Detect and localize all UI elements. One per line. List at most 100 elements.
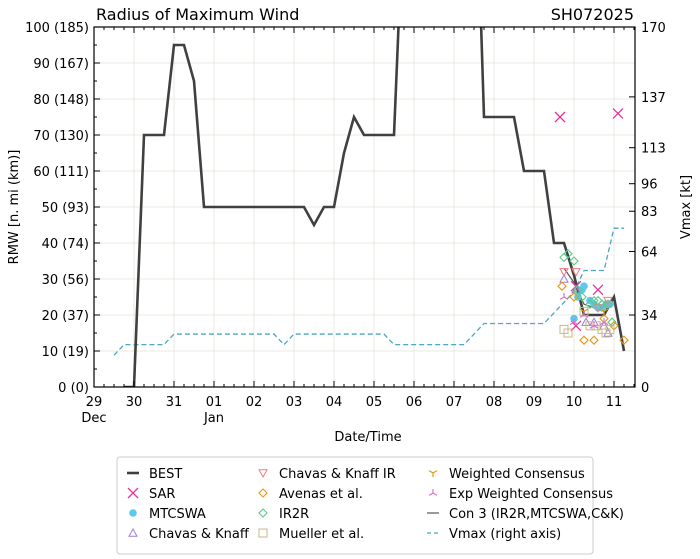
legend-item-best: BEST [127, 467, 182, 482]
x-tick-label: 07 [446, 395, 463, 410]
series-avenas-et-al-point [579, 335, 589, 345]
legend-label: SAR [149, 487, 175, 502]
legend-swatch [129, 509, 137, 517]
series-exp-weighted-consensus-point [579, 311, 589, 318]
series-sar-point [592, 284, 604, 296]
legend-label: BEST [149, 467, 182, 482]
y2-tick-label: 96 [641, 178, 658, 193]
legend-swatch [428, 470, 438, 477]
series-weighted-consensus-point [599, 308, 609, 316]
x-axis-title: Date/Time [334, 430, 401, 445]
x-tick-label: 29 [86, 395, 103, 410]
series-ir2r-point [589, 295, 599, 306]
legend-label: Chavas & Knaff IR [279, 467, 396, 482]
y-tick-label: 0 (0) [58, 381, 89, 396]
legend-swatch [258, 469, 268, 479]
y-tick-label: 10 (19) [42, 345, 89, 360]
legend-swatch [258, 488, 268, 498]
legend-label: Weighted Consensus [449, 467, 585, 482]
legend-label: IR2R [279, 507, 309, 522]
x-tick-label: 02 [246, 395, 263, 410]
legend-label: Con 3 (IR2R,MTCSWA,C&K) [449, 507, 624, 522]
legend-swatch [428, 489, 438, 496]
legend-label: MTCSWA [149, 507, 206, 522]
series-ir2r-point [569, 256, 579, 266]
series-chavas-knaff-ir-point [603, 296, 613, 306]
y2-axis-title: Vmax [kt] [679, 175, 694, 239]
y2-tick-label: 170 [641, 21, 666, 36]
series-vmax-right-axis-line [113, 227, 624, 356]
y2-tick-label: 113 [641, 142, 666, 157]
x-tick-label: 05 [366, 395, 383, 410]
series-chavas-knaff-point [559, 273, 569, 283]
legend-item-weighted-consensus: Weighted Consensus [428, 467, 585, 482]
series-ir2r-point [607, 317, 617, 327]
y-tick-label: 30 (56) [42, 273, 89, 288]
y-tick-label: 20 (37) [42, 309, 89, 324]
series-avenas-et-al-point [569, 292, 579, 302]
y-tick-label: 40 (74) [42, 237, 89, 252]
legend: BEST SAR MTCSWA Chavas & Knaff Chavas & Knaf… [116, 456, 624, 555]
legend-label: Chavas & Knaff [149, 527, 250, 542]
x-tick-sublabel: Dec [81, 411, 106, 426]
legend-item-exp-weighted-consensus: Exp Weighted Consensus [428, 487, 613, 502]
legend-item-ir2r: IR2R [258, 507, 309, 522]
series-sar-point [612, 107, 624, 119]
x-tick-label: 08 [486, 395, 503, 410]
x-tick-label: 31 [166, 395, 183, 410]
y-tick-label: 100 (185) [25, 21, 89, 36]
y2-tick-label: 137 [641, 91, 666, 106]
x-tick-label: 04 [326, 395, 343, 410]
series-avenas-et-al-point [557, 281, 567, 291]
legend-swatch [128, 527, 138, 537]
legend-label: Avenas et al. [279, 487, 363, 502]
x-tick-label: 03 [286, 395, 303, 410]
series-ir2r-point [603, 299, 613, 309]
legend-label: Mueller et al. [279, 527, 364, 542]
series-chavas-knaff-ir-point [559, 268, 569, 277]
y2-tick-label: 83 [641, 205, 658, 220]
y-tick-label: 80 (148) [33, 93, 89, 108]
legend-item-chavas-knaff-ir: Chavas & Knaff IR [258, 467, 396, 482]
legend-item-chavas-knaff: Chavas & Knaff [128, 527, 250, 542]
series-ir2r-point [577, 292, 587, 302]
series-best-line [124, 27, 626, 387]
chart-title-right: SH072025 [551, 5, 634, 24]
legend-swatch [258, 508, 268, 518]
series-chavas-knaff-ir-point [571, 268, 581, 277]
series-avenas-et-al-point [619, 335, 629, 345]
legend-frame [116, 456, 594, 555]
legend-label: Exp Weighted Consensus [449, 487, 613, 502]
series-layer [113, 27, 629, 387]
legend-item-sar: SAR [127, 487, 175, 502]
series-mtcswa-point [606, 300, 614, 309]
y-tick-label: 50 (93) [42, 201, 89, 216]
y-axis-title: RMW [n. mi (km)] [7, 150, 22, 265]
x-tick-sublabel: Jan [203, 411, 224, 426]
legend-item-mtcswa: MTCSWA [129, 507, 206, 522]
y2-tick-label: 64 [641, 245, 658, 260]
y-tick-label: 90 (167) [33, 57, 89, 72]
series-ir2r-point [573, 285, 583, 295]
series-avenas-et-al-point [589, 335, 599, 345]
legend-item-con-3-ir2r-mtcswa-c-k: Con 3 (IR2R,MTCSWA,C&K) [427, 507, 624, 522]
series-exp-weighted-consensus-point [569, 318, 579, 326]
series-mtcswa-point [580, 282, 588, 291]
series-exp-weighted-consensus-point [589, 321, 599, 329]
x-tick-label: 09 [526, 395, 543, 410]
y-tick-label: 70 (130) [33, 129, 89, 144]
x-tick-label: 01 [206, 395, 223, 410]
legend-label: Vmax (right axis) [449, 527, 561, 542]
y-tick-label: 60 (111) [33, 165, 89, 180]
x-tick-label: 11 [606, 395, 623, 410]
chart-title: Radius of Maximum Wind [96, 5, 299, 24]
series-mueller-et-al-point [563, 328, 573, 338]
series-exp-weighted-consensus-point [559, 293, 569, 300]
y2-tick-label: 0 [641, 381, 649, 396]
legend-item-avenas-et-al: Avenas et al. [258, 487, 363, 502]
x-tick-label: 06 [406, 395, 423, 410]
legend-item-vmax-right-axis: Vmax (right axis) [427, 527, 561, 542]
series-sar-point [554, 111, 566, 123]
